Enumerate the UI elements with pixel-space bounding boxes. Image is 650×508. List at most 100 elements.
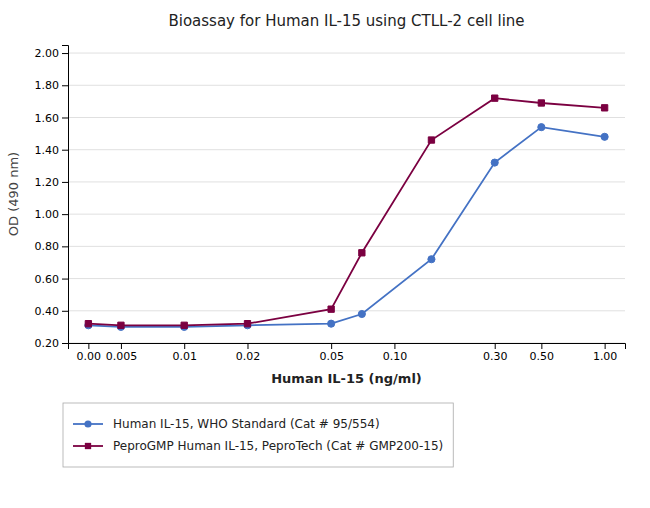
y-tick: 1.20 [35, 176, 69, 189]
y-tick-mark [62, 85, 68, 86]
y-tick: 0.20 [35, 337, 69, 350]
x-tick-label: 0.10 [383, 350, 408, 363]
grid-line [68, 117, 625, 118]
legend-marker [84, 420, 91, 427]
y-tick-mark [62, 311, 68, 312]
y-tick-label: 2.00 [35, 47, 60, 60]
y-tick-label: 1.80 [35, 79, 60, 92]
y-tick: 1.80 [35, 79, 69, 92]
y-tick-mark [62, 150, 68, 151]
legend-box [63, 403, 453, 467]
grid-line [68, 149, 625, 150]
y-tick: 2.00 [35, 47, 69, 60]
x-tick: 0.05 [319, 343, 344, 363]
y-tick-mark [62, 246, 68, 247]
y-tick-label: 1.60 [35, 112, 60, 125]
point [538, 100, 544, 106]
grid-line [68, 85, 625, 86]
title: Bioassay for Human IL-15 using CTLL-2 ce… [168, 12, 524, 30]
x-tick-mark [121, 343, 122, 349]
x-tick-label: 1.00 [593, 350, 618, 363]
y-tick-mark [62, 343, 68, 344]
grid-line [68, 278, 625, 279]
y-tick-label: 1.00 [35, 208, 60, 221]
chart: 0.000.0050.010.020.050.100.300.501.000.2… [0, 0, 650, 508]
x-tick-mark [605, 343, 606, 349]
x-tick: 0.50 [530, 343, 555, 363]
point [359, 250, 365, 256]
x-axis-title: Human IL-15 (ng/ml) [271, 371, 422, 386]
point [358, 310, 365, 317]
y-axis-line [62, 46, 69, 344]
y-tick-label: 0.20 [35, 337, 60, 350]
x-tick-label: 0.005 [106, 350, 138, 363]
series-line [88, 98, 604, 325]
x-axis-line [69, 344, 626, 350]
x-tick: 0.02 [236, 343, 261, 363]
x-tick-label: 0.01 [172, 350, 197, 363]
y-tick: 0.40 [35, 305, 69, 318]
legend-label: PeproGMP Human IL-15, PeproTech (Cat # G… [113, 439, 443, 453]
y-tick-label: 1.40 [35, 144, 60, 157]
y-tick: 1.60 [35, 112, 69, 125]
x-tick: 1.00 [593, 343, 618, 363]
x-tick-label: 0.00 [77, 350, 102, 363]
x-axis: 0.00 0.005 0.01 0.02 0.05 0.10 0.30 0.50 1.00 [69, 343, 626, 363]
y-tick-mark [62, 214, 68, 215]
series [85, 95, 608, 328]
x-tick: 0.30 [483, 343, 508, 363]
x-tick: 0.01 [172, 343, 197, 363]
x-tick-label: 0.30 [483, 350, 508, 363]
legend-marker [85, 443, 91, 449]
point [538, 124, 545, 131]
point [428, 137, 434, 143]
y-tick: 0.80 [35, 240, 69, 253]
point [328, 306, 334, 312]
y-axis-title: OD (490 nm) [6, 152, 21, 236]
y-axis: 0.20 0.40 0.60 0.80 1.00 1.20 1.40 1.60 1.80 2.00 [35, 46, 69, 351]
point [181, 322, 187, 328]
plot: 0.000.0050.010.020.050.100.300.501.000.2… [35, 46, 626, 363]
x-tick-mark [495, 343, 496, 349]
x-tick-label: 0.02 [236, 350, 261, 363]
x-tick-label: 0.05 [319, 350, 344, 363]
marks [85, 95, 608, 330]
point [118, 322, 124, 328]
y-tick: 1.40 [35, 144, 69, 157]
y-tick-mark [62, 117, 68, 118]
legend-label: Human IL-15, WHO Standard (Cat # 95/554) [113, 417, 380, 431]
x-tick: 0.00 [77, 343, 102, 363]
x-tick-label: 0.50 [530, 350, 555, 363]
point [601, 105, 607, 111]
y-tick-label: 0.80 [35, 240, 60, 253]
legend: Human IL-15, WHO Standard (Cat # 95/554)… [63, 403, 453, 467]
y-tick-mark [62, 279, 68, 280]
x-tick: 0.10 [383, 343, 408, 363]
grid-line [68, 181, 625, 182]
point [244, 321, 250, 327]
y-tick-mark [62, 53, 68, 54]
legend-item: PeproGMP Human IL-15, PeproTech (Cat # G… [73, 439, 443, 453]
y-tick-label: 0.40 [35, 305, 60, 318]
point [492, 95, 498, 101]
grid [68, 53, 625, 343]
series-line [88, 127, 604, 327]
legend-item: Human IL-15, WHO Standard (Cat # 95/554) [73, 417, 380, 431]
x-tick-mark [184, 343, 185, 349]
point [428, 256, 435, 263]
point [601, 133, 608, 140]
y-tick-label: 0.60 [35, 273, 60, 286]
x-tick: 0.005 [106, 343, 138, 363]
x-tick-mark [541, 343, 542, 349]
x-tick-mark [394, 343, 395, 349]
grid-line [68, 246, 625, 247]
point [85, 321, 91, 327]
y-tick: 1.00 [35, 208, 69, 221]
point [491, 159, 498, 166]
x-tick-mark [331, 343, 332, 349]
y-tick-label: 1.20 [35, 176, 60, 189]
y-tick-mark [62, 182, 68, 183]
grid-line [68, 310, 625, 311]
grid-line [68, 214, 625, 215]
x-tick-mark [88, 343, 89, 349]
